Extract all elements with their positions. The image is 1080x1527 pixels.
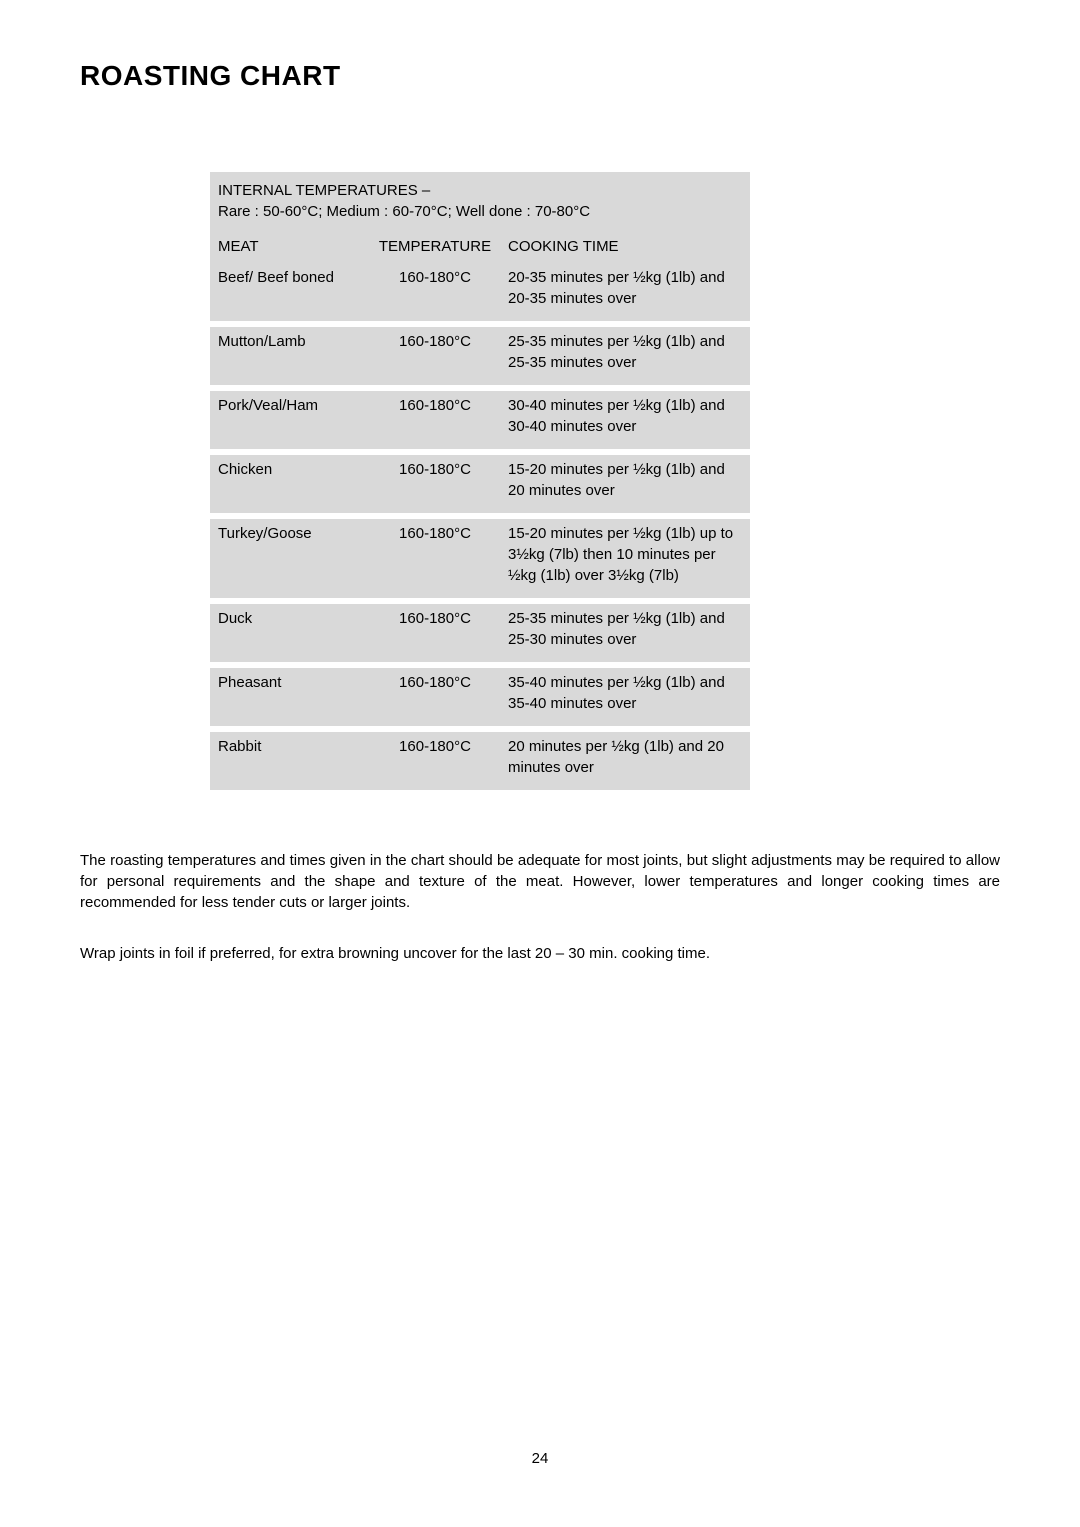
body-text-section: The roasting temperatures and times give… — [80, 850, 1030, 964]
cell-temperature: 160-180°C — [370, 263, 500, 321]
column-header-temperature: TEMPERATURE — [370, 230, 500, 263]
cell-cooking-time: 35-40 minutes per ½kg (1lb) and 35-40 mi… — [500, 668, 750, 726]
cell-temperature: 160-180°C — [370, 604, 500, 662]
internal-temps-line2: Rare : 50-60°C; Medium : 60-70°C; Well d… — [218, 201, 742, 222]
roasting-chart-table: INTERNAL TEMPERATURES –Rare : 50-60°C; M… — [210, 172, 750, 790]
cell-temperature: 160-180°C — [370, 519, 500, 598]
cell-cooking-time: 15-20 minutes per ½kg (1lb) and 20 minut… — [500, 455, 750, 513]
cell-temperature: 160-180°C — [370, 327, 500, 385]
body-paragraph-2: Wrap joints in foil if preferred, for ex… — [80, 943, 1000, 964]
cell-meat: Pork/Veal/Ham — [210, 391, 370, 449]
cell-meat: Rabbit — [210, 732, 370, 790]
cell-meat: Beef/ Beef boned — [210, 263, 370, 321]
cell-cooking-time: 15-20 minutes per ½kg (1lb) up to 3½kg (… — [500, 519, 750, 598]
cell-temperature: 160-180°C — [370, 391, 500, 449]
table-row: Mutton/Lamb160-180°C25-35 minutes per ½k… — [210, 327, 750, 385]
table-row: Turkey/Goose160-180°C15-20 minutes per ½… — [210, 519, 750, 598]
page-title: ROASTING CHART — [80, 60, 1030, 92]
table-row: Rabbit160-180°C20 minutes per ½kg (1lb) … — [210, 732, 750, 790]
table-row: Duck160-180°C25-35 minutes per ½kg (1lb)… — [210, 604, 750, 662]
cell-cooking-time: 20 minutes per ½kg (1lb) and 20 minutes … — [500, 732, 750, 790]
body-paragraph-1: The roasting temperatures and times give… — [80, 850, 1000, 913]
cell-temperature: 160-180°C — [370, 732, 500, 790]
cell-meat: Pheasant — [210, 668, 370, 726]
page-number: 24 — [0, 1450, 1080, 1467]
table-row: Pork/Veal/Ham160-180°C30-40 minutes per … — [210, 391, 750, 449]
table-row: Pheasant160-180°C35-40 minutes per ½kg (… — [210, 668, 750, 726]
column-header-meat: MEAT — [210, 230, 370, 263]
table-row: Chicken160-180°C15-20 minutes per ½kg (1… — [210, 455, 750, 513]
cell-meat: Duck — [210, 604, 370, 662]
cell-temperature: 160-180°C — [370, 455, 500, 513]
cell-cooking-time: 30-40 minutes per ½kg (1lb) and 30-40 mi… — [500, 391, 750, 449]
cell-meat: Mutton/Lamb — [210, 327, 370, 385]
cell-meat: Chicken — [210, 455, 370, 513]
column-header-cookingTime: COOKING TIME — [500, 230, 750, 263]
internal-temperatures-header: INTERNAL TEMPERATURES –Rare : 50-60°C; M… — [210, 172, 750, 230]
cell-temperature: 160-180°C — [370, 668, 500, 726]
cell-cooking-time: 25-35 minutes per ½kg (1lb) and 25-30 mi… — [500, 604, 750, 662]
table-row: Beef/ Beef boned160-180°C20-35 minutes p… — [210, 263, 750, 321]
cell-cooking-time: 20-35 minutes per ½kg (1lb) and 20-35 mi… — [500, 263, 750, 321]
internal-temps-line1: INTERNAL TEMPERATURES – — [218, 180, 742, 201]
cell-meat: Turkey/Goose — [210, 519, 370, 598]
cell-cooking-time: 25-35 minutes per ½kg (1lb) and 25-35 mi… — [500, 327, 750, 385]
